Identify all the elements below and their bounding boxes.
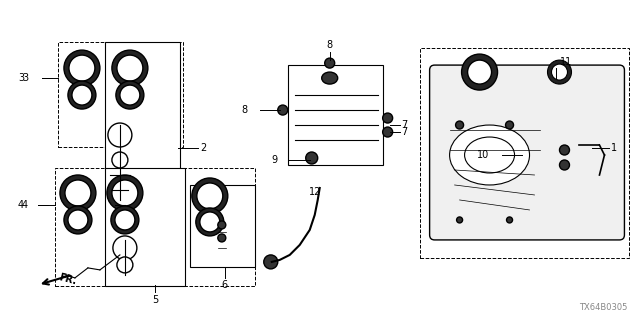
Circle shape bbox=[117, 257, 133, 273]
Circle shape bbox=[117, 55, 143, 81]
Circle shape bbox=[108, 123, 132, 147]
Bar bbox=[190, 185, 255, 267]
Circle shape bbox=[218, 221, 226, 229]
Circle shape bbox=[461, 54, 497, 90]
Text: 8: 8 bbox=[326, 40, 333, 50]
FancyBboxPatch shape bbox=[429, 65, 625, 240]
Circle shape bbox=[218, 234, 226, 242]
Text: 9: 9 bbox=[271, 155, 278, 165]
Circle shape bbox=[196, 208, 224, 236]
Ellipse shape bbox=[465, 137, 515, 173]
Text: 8: 8 bbox=[242, 105, 248, 115]
Bar bbox=[288, 65, 383, 165]
Circle shape bbox=[69, 55, 95, 81]
Circle shape bbox=[64, 206, 92, 234]
Circle shape bbox=[72, 85, 92, 105]
Circle shape bbox=[112, 180, 138, 206]
Circle shape bbox=[456, 217, 463, 223]
Circle shape bbox=[552, 64, 568, 80]
Circle shape bbox=[383, 127, 393, 137]
Circle shape bbox=[306, 152, 317, 164]
Circle shape bbox=[197, 183, 223, 209]
Circle shape bbox=[112, 152, 128, 168]
Circle shape bbox=[64, 50, 100, 86]
Ellipse shape bbox=[322, 72, 338, 84]
Circle shape bbox=[60, 175, 96, 211]
Circle shape bbox=[116, 81, 144, 109]
Circle shape bbox=[113, 236, 137, 260]
Circle shape bbox=[559, 160, 570, 170]
Text: 10: 10 bbox=[477, 150, 490, 160]
Circle shape bbox=[468, 60, 492, 84]
Text: 1: 1 bbox=[611, 143, 618, 153]
Circle shape bbox=[111, 206, 139, 234]
Text: 3: 3 bbox=[22, 73, 28, 83]
Circle shape bbox=[506, 217, 513, 223]
Circle shape bbox=[107, 175, 143, 211]
Bar bbox=[105, 168, 185, 286]
Text: 7: 7 bbox=[402, 127, 408, 137]
Text: TX64B0305: TX64B0305 bbox=[579, 303, 628, 312]
Text: 4: 4 bbox=[22, 200, 28, 210]
Text: 5: 5 bbox=[152, 295, 158, 305]
Text: 4: 4 bbox=[18, 200, 24, 210]
Text: 7: 7 bbox=[402, 120, 408, 130]
Circle shape bbox=[68, 210, 88, 230]
Bar bbox=[105, 42, 180, 217]
Bar bbox=[55, 168, 255, 286]
Circle shape bbox=[65, 180, 91, 206]
Circle shape bbox=[559, 145, 570, 155]
Text: FR.: FR. bbox=[58, 273, 78, 287]
Circle shape bbox=[547, 60, 572, 84]
Circle shape bbox=[278, 105, 288, 115]
Circle shape bbox=[324, 58, 335, 68]
Text: 6: 6 bbox=[221, 280, 228, 290]
Circle shape bbox=[506, 121, 513, 129]
Text: 11: 11 bbox=[559, 57, 572, 67]
Text: 2: 2 bbox=[200, 143, 206, 153]
Circle shape bbox=[383, 113, 393, 123]
Bar bbox=[58, 42, 183, 147]
Circle shape bbox=[68, 81, 96, 109]
Text: 3: 3 bbox=[18, 73, 24, 83]
Circle shape bbox=[115, 205, 125, 215]
Circle shape bbox=[200, 212, 220, 232]
Circle shape bbox=[115, 210, 135, 230]
Circle shape bbox=[264, 255, 278, 269]
Circle shape bbox=[192, 178, 228, 214]
Ellipse shape bbox=[449, 125, 529, 185]
Circle shape bbox=[456, 121, 463, 129]
Circle shape bbox=[120, 85, 140, 105]
Circle shape bbox=[112, 50, 148, 86]
Bar bbox=[420, 48, 629, 258]
Text: 12: 12 bbox=[309, 187, 322, 197]
